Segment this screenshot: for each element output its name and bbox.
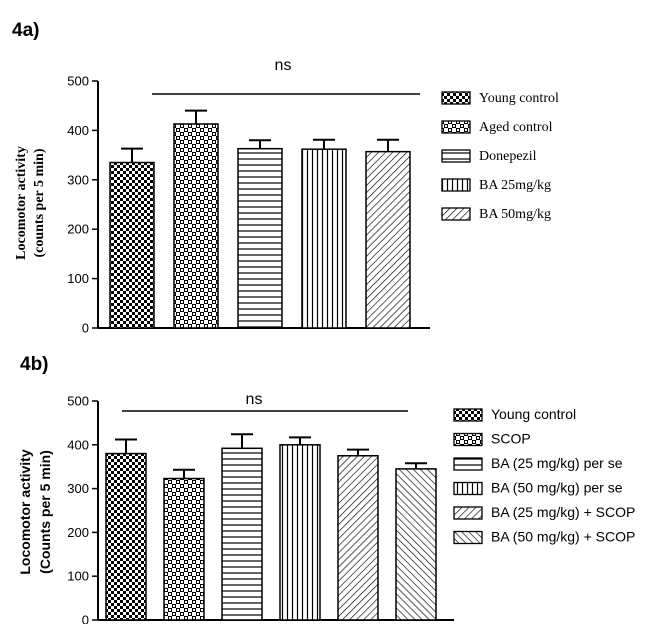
bar-5 xyxy=(365,150,411,329)
y-tick-label: 500 xyxy=(67,74,89,89)
legend-label: BA 25mg/kg xyxy=(479,178,551,193)
legend-label: Aged control xyxy=(479,120,553,135)
legend-label: SCOP xyxy=(491,431,531,447)
y-axis-title-a-line2: (counts per 5 min) xyxy=(32,148,47,257)
legend-swatch xyxy=(453,506,483,520)
bar-2 xyxy=(163,477,205,621)
bar-5 xyxy=(337,455,379,621)
bar-4 xyxy=(301,148,347,329)
legend-swatch xyxy=(453,432,483,447)
legend-label: Young control xyxy=(491,406,576,422)
bar-1 xyxy=(109,161,155,329)
y-tick-label: 0 xyxy=(82,613,89,624)
significance-label-a: ns xyxy=(275,57,292,74)
legend-swatch xyxy=(453,481,483,496)
y-tick-label: 400 xyxy=(67,123,89,138)
bar-6 xyxy=(395,468,437,621)
legend-swatch xyxy=(441,91,471,105)
panel-label-b: 4b) xyxy=(20,354,49,375)
y-tick-label: 100 xyxy=(67,271,89,286)
legend-label: Donepezil xyxy=(479,149,537,164)
bar-1 xyxy=(105,452,147,621)
panel-label-a: 4a) xyxy=(12,20,39,41)
legend-swatch xyxy=(441,120,471,134)
y-axis-title-b-line1: Locomotor activity xyxy=(17,449,33,574)
y-tick-label: 300 xyxy=(67,172,89,187)
y-axis-title-b-line2: (Counts per 5 min) xyxy=(37,450,53,574)
y-tick-label: 400 xyxy=(67,437,89,452)
legend-swatch xyxy=(453,408,483,422)
legend-label: BA (25 mg/kg) per se xyxy=(491,455,623,471)
legend-label: BA (50 mg/kg) + SCOP xyxy=(491,529,635,545)
y-tick-label: 500 xyxy=(67,394,89,409)
chart-panel-a: 0 100 200 300 400 500 Young control Aged contro… xyxy=(67,74,559,336)
legend-swatch xyxy=(441,178,471,192)
y-tick-label: 0 xyxy=(82,321,89,336)
legend-swatch xyxy=(441,149,471,163)
legend-swatch xyxy=(441,207,471,221)
chart-panel-b: 0 100 200 300 400 500 Young control SCOP BA (25 … xyxy=(67,394,635,624)
significance-label-b: ns xyxy=(246,391,263,408)
legend-swatch xyxy=(453,530,483,545)
legend-label: Young control xyxy=(479,91,559,106)
bar-3 xyxy=(237,147,283,329)
y-axis-title-a-line1: Locomotor activity xyxy=(14,146,29,260)
y-tick-label: 200 xyxy=(67,525,89,540)
y-tick-label: 300 xyxy=(67,481,89,496)
legend-swatch xyxy=(453,457,483,471)
legend-label: BA 50mg/kg xyxy=(479,207,551,222)
bar-2 xyxy=(173,123,219,329)
bar-3 xyxy=(221,447,263,621)
bar-4 xyxy=(279,444,321,621)
legend-label: BA (50 mg/kg) per se xyxy=(491,480,623,496)
y-tick-label: 100 xyxy=(67,569,89,584)
y-tick-label: 200 xyxy=(67,222,89,237)
legend-label: BA (25 mg/kg) + SCOP xyxy=(491,504,635,520)
